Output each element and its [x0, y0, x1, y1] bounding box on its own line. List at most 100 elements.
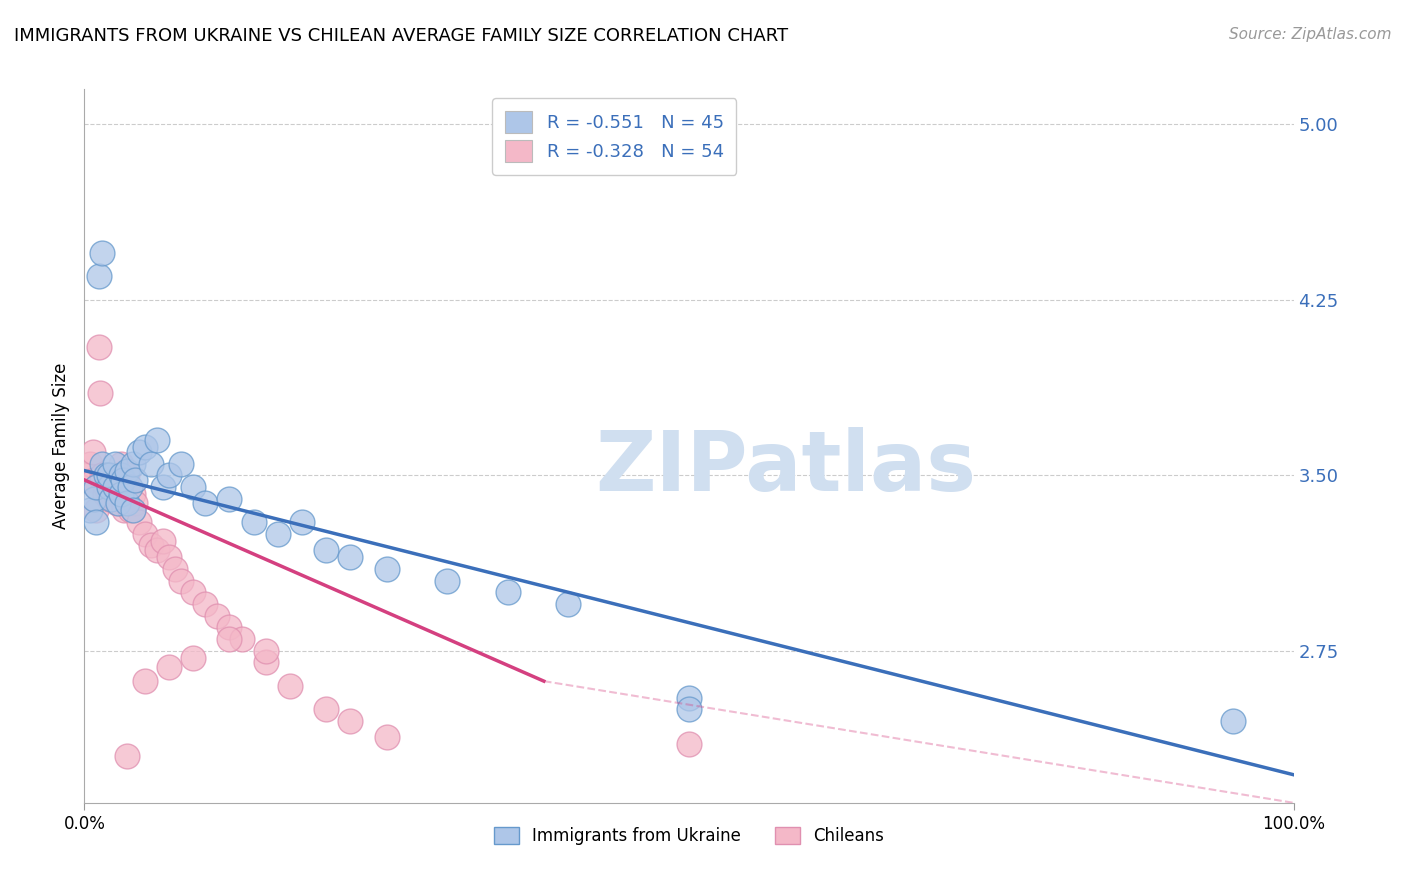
Point	[254, 644, 277, 658]
Point	[83, 473, 105, 487]
Legend: Immigrants from Ukraine, Chileans: Immigrants from Ukraine, Chileans	[488, 820, 890, 852]
Point	[120, 480, 142, 494]
Point	[115, 464, 138, 478]
Point	[339, 550, 361, 565]
Point	[231, 632, 253, 646]
Point	[94, 480, 117, 494]
Point	[77, 468, 100, 483]
Point	[105, 496, 128, 510]
Point	[97, 468, 120, 483]
Point	[339, 714, 361, 728]
Point	[121, 487, 143, 501]
Point	[115, 749, 138, 764]
Point	[278, 679, 301, 693]
Point	[218, 620, 240, 634]
Point	[181, 650, 204, 665]
Point	[100, 491, 122, 506]
Point	[91, 246, 114, 260]
Point	[91, 473, 114, 487]
Point	[115, 468, 138, 483]
Point	[97, 491, 120, 506]
Point	[91, 457, 114, 471]
Point	[97, 480, 120, 494]
Point	[83, 491, 105, 506]
Point	[678, 737, 700, 751]
Point	[112, 503, 135, 517]
Text: Source: ZipAtlas.com: Source: ZipAtlas.com	[1229, 27, 1392, 42]
Point	[94, 468, 117, 483]
Point	[121, 457, 143, 471]
Point	[79, 457, 101, 471]
Point	[678, 702, 700, 716]
Point	[152, 480, 174, 494]
Point	[121, 503, 143, 517]
Point	[157, 468, 180, 483]
Point	[181, 480, 204, 494]
Point	[110, 468, 132, 483]
Point	[100, 480, 122, 494]
Point	[112, 496, 135, 510]
Point	[115, 496, 138, 510]
Point	[97, 468, 120, 483]
Point	[146, 543, 169, 558]
Point	[110, 487, 132, 501]
Point	[87, 340, 110, 354]
Point	[134, 674, 156, 689]
Point	[207, 608, 229, 623]
Point	[104, 480, 127, 494]
Point	[134, 526, 156, 541]
Point	[218, 632, 240, 646]
Point	[194, 496, 217, 510]
Point	[157, 550, 180, 565]
Point	[157, 660, 180, 674]
Point	[110, 457, 132, 471]
Point	[107, 496, 129, 510]
Point	[315, 543, 337, 558]
Point	[375, 562, 398, 576]
Point	[139, 457, 162, 471]
Point	[115, 480, 138, 494]
Point	[124, 496, 146, 510]
Point	[181, 585, 204, 599]
Point	[89, 386, 111, 401]
Point	[496, 585, 519, 599]
Point	[86, 480, 108, 494]
Point	[165, 562, 187, 576]
Point	[91, 468, 114, 483]
Point	[678, 690, 700, 705]
Point	[82, 445, 104, 459]
Point	[375, 731, 398, 745]
Point	[170, 574, 193, 588]
Point	[254, 656, 277, 670]
Point	[112, 473, 135, 487]
Point	[128, 515, 150, 529]
Point	[79, 503, 101, 517]
Point	[107, 480, 129, 494]
Text: ZIPatlas: ZIPatlas	[595, 427, 976, 508]
Point	[170, 457, 193, 471]
Point	[104, 457, 127, 471]
Point	[315, 702, 337, 716]
Point	[124, 473, 146, 487]
Point	[104, 487, 127, 501]
Point	[86, 480, 108, 494]
Point	[86, 515, 108, 529]
Point	[87, 269, 110, 284]
Point	[134, 440, 156, 454]
Text: IMMIGRANTS FROM UKRAINE VS CHILEAN AVERAGE FAMILY SIZE CORRELATION CHART: IMMIGRANTS FROM UKRAINE VS CHILEAN AVERA…	[14, 27, 789, 45]
Point	[94, 487, 117, 501]
Point	[120, 503, 142, 517]
Y-axis label: Average Family Size: Average Family Size	[52, 363, 70, 529]
Point	[104, 468, 127, 483]
Point	[436, 574, 458, 588]
Point	[242, 515, 264, 529]
Point	[557, 597, 579, 611]
Point	[146, 433, 169, 447]
Point	[1222, 714, 1244, 728]
Point	[218, 491, 240, 506]
Point	[121, 503, 143, 517]
Point	[86, 503, 108, 517]
Point	[152, 533, 174, 548]
Point	[291, 515, 314, 529]
Point	[139, 538, 162, 552]
